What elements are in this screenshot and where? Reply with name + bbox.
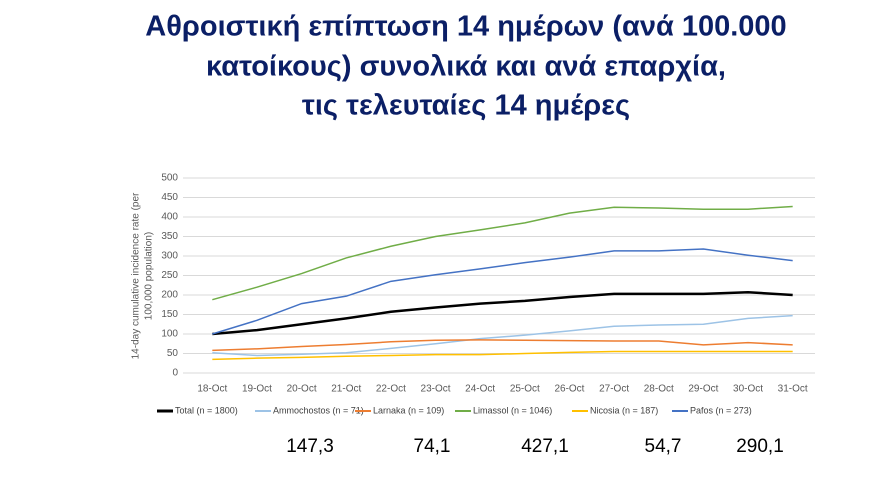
title-line: κατοίκους) συνολικά και ανά επαρχία, bbox=[206, 51, 726, 83]
y-tick-label: 400 bbox=[161, 212, 178, 223]
x-tick-label: 28-Oct bbox=[644, 384, 674, 395]
y-tick-label: 450 bbox=[161, 192, 178, 203]
y-tick-label: 500 bbox=[161, 173, 178, 184]
y-tick-label: 200 bbox=[161, 290, 178, 301]
series-line bbox=[212, 291, 793, 336]
y-axis-label: 14-day cumulative incidence rate (per bbox=[131, 192, 142, 359]
x-tick-label: 21-Oct bbox=[331, 384, 361, 395]
y-axis-label: 100,000 population) bbox=[144, 232, 155, 320]
x-tick-label: 18-Oct bbox=[197, 384, 227, 395]
x-tick-label: 29-Oct bbox=[688, 384, 718, 395]
legend-label: Ammochostos (n = 71) bbox=[273, 405, 364, 415]
series-line bbox=[212, 350, 793, 361]
y-tick-label: 0 bbox=[172, 368, 178, 379]
legend-label: Larnaka (n = 109) bbox=[373, 405, 444, 415]
legend-label: Limassol (n = 1046) bbox=[473, 405, 552, 415]
y-tick-label: 350 bbox=[161, 231, 178, 242]
x-tick-label: 20-Oct bbox=[287, 384, 317, 395]
y-tick-label: 100 bbox=[161, 329, 178, 340]
annotation: 147,3 bbox=[286, 436, 334, 457]
x-tick-label: 24-Oct bbox=[465, 384, 495, 395]
x-tick-label: 27-Oct bbox=[599, 384, 629, 395]
annotation: 54,7 bbox=[645, 436, 682, 457]
y-tick-label: 50 bbox=[167, 348, 179, 359]
legend-label: Pafos (n = 273) bbox=[690, 405, 752, 415]
x-tick-label: 19-Oct bbox=[242, 384, 272, 395]
series-line bbox=[212, 205, 793, 301]
y-tick-label: 250 bbox=[161, 270, 178, 281]
legend-label: Nicosia (n = 187) bbox=[590, 405, 658, 415]
title-line: Αθροιστική επίπτωση 14 ημέρων (ανά 100.0… bbox=[145, 11, 786, 43]
series-line bbox=[212, 339, 793, 352]
annotation: 74,1 bbox=[414, 436, 451, 457]
legend-label: Total (n = 1800) bbox=[175, 405, 238, 415]
title-line: τις τελευταίες 14 ημέρες bbox=[302, 90, 630, 122]
x-tick-label: 22-Oct bbox=[376, 384, 406, 395]
x-tick-label: 26-Oct bbox=[554, 384, 584, 395]
annotation: 290,1 bbox=[736, 436, 784, 457]
x-tick-label: 25-Oct bbox=[510, 384, 540, 395]
series-line bbox=[212, 248, 793, 335]
series-line bbox=[212, 314, 793, 357]
x-tick-label: 30-Oct bbox=[733, 384, 763, 395]
x-tick-label: 31-Oct bbox=[778, 384, 808, 395]
y-tick-label: 150 bbox=[161, 309, 178, 320]
annotation: 427,1 bbox=[521, 436, 569, 457]
y-tick-label: 300 bbox=[161, 251, 178, 262]
x-tick-label: 23-Oct bbox=[421, 384, 451, 395]
